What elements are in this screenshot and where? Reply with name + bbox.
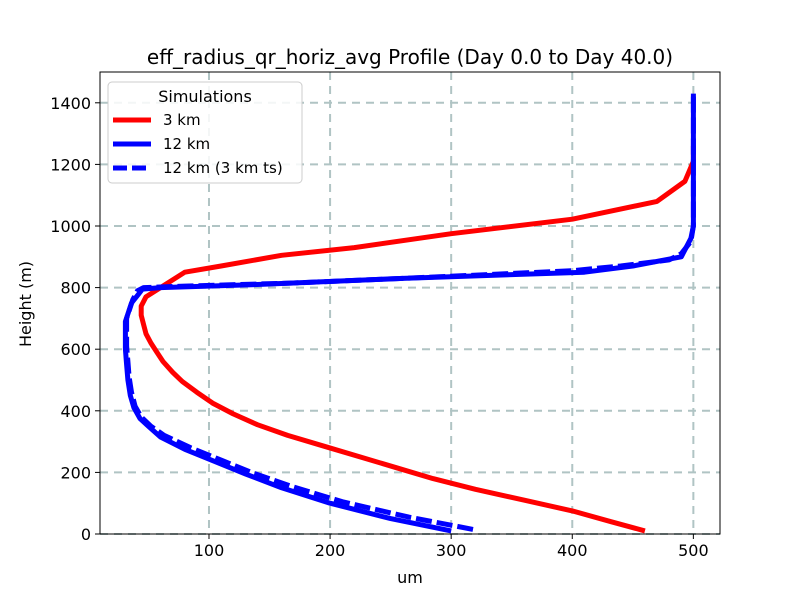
y-tick-label: 600 [60, 340, 91, 359]
y-tick-label: 200 [60, 463, 91, 482]
legend-label: 3 km [163, 111, 201, 129]
y-axis-label: Height (m) [16, 261, 35, 347]
series-line-12-km-3-km-ts [124, 96, 696, 532]
y-tick-label: 1400 [50, 94, 91, 113]
y-tick-label: 800 [60, 279, 91, 298]
legend-box [107, 81, 303, 184]
series-line-3-km [138, 145, 696, 534]
plot-frame [99, 71, 721, 535]
legend-label: 12 km (3 km ts) [163, 159, 283, 177]
y-tick-label: 0 [81, 525, 91, 544]
y-tick-label: 1200 [50, 155, 91, 174]
x-tick-label: 200 [315, 541, 346, 560]
ticks-layer: 100 200 300 400 500 0 200 400 600 800 1000 1200 1400 [50, 94, 708, 560]
x-axis-label: um [397, 568, 423, 587]
series-layer [122, 93, 696, 534]
legend-title: Simulations [158, 87, 252, 106]
x-tick-label: 300 [436, 541, 467, 560]
x-tick-label: 400 [557, 541, 588, 560]
y-tick-label: 400 [60, 402, 91, 421]
legend-label: 12 km [163, 135, 210, 153]
legend: Simulations 3 km 12 km 12 km (3 km ts) [107, 81, 303, 184]
y-tick-label: 1000 [50, 217, 91, 236]
x-tick-label: 500 [678, 541, 709, 560]
chart-title: eff_radius_qr_horiz_avg Profile (Day 0.0… [147, 45, 673, 69]
x-tick-label: 100 [194, 541, 225, 560]
